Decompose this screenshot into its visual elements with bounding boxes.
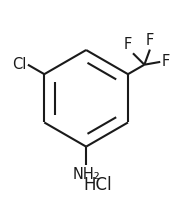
Text: F: F [146,33,154,48]
Text: NH₂: NH₂ [72,167,100,182]
Text: F: F [124,37,132,52]
Text: HCl: HCl [83,176,112,193]
Text: F: F [161,54,170,69]
Text: Cl: Cl [12,57,26,72]
